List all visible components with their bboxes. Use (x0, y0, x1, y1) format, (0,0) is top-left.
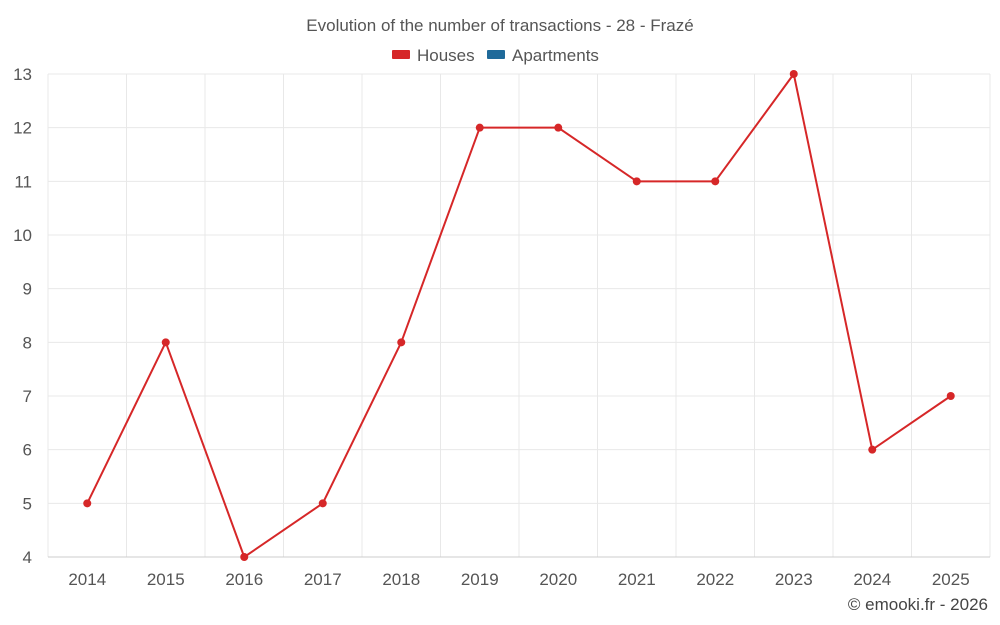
x-tick-label: 2022 (696, 570, 734, 589)
data-point-houses[interactable] (632, 177, 641, 186)
y-tick-label: 10 (13, 226, 32, 245)
x-tick-label: 2024 (853, 570, 891, 589)
y-tick-label: 11 (14, 172, 32, 191)
y-tick-label: 6 (23, 441, 32, 460)
data-point-houses[interactable] (397, 338, 406, 347)
data-point-houses[interactable] (789, 70, 798, 78)
legend: Houses Apartments (392, 46, 599, 65)
data-point-houses[interactable] (946, 392, 955, 400)
legend-label-apartments: Apartments (512, 46, 599, 65)
legend-label-houses: Houses (417, 46, 475, 65)
axes: 4 5 6 7 8 9 10 11 12 13 2014 2015 2016 2017 2018 2019 20… (13, 65, 990, 589)
grid (47, 73, 991, 558)
legend-swatch-apartments (487, 50, 505, 59)
data-point-houses[interactable] (83, 499, 92, 508)
x-tick-label: 2021 (618, 570, 656, 589)
y-tick-label: 4 (23, 548, 32, 567)
data-point-houses[interactable] (711, 177, 720, 186)
series-line-houses (86, 73, 952, 558)
data-point-houses[interactable] (318, 499, 327, 508)
data-point-houses[interactable] (868, 445, 877, 454)
y-tick-label: 7 (23, 387, 32, 406)
data-point-houses[interactable] (475, 123, 484, 132)
x-tick-label: 2020 (539, 570, 577, 589)
y-tick-label: 5 (23, 494, 32, 513)
x-tick-label: 2023 (775, 570, 813, 589)
legend-item-houses[interactable]: Houses (392, 46, 475, 65)
x-tick-label: 2025 (932, 570, 970, 589)
x-tick-label: 2019 (461, 570, 499, 589)
legend-swatch-houses (392, 50, 410, 59)
x-tick-label: 2016 (225, 570, 263, 589)
x-tick-label: 2018 (382, 570, 420, 589)
data-point-houses[interactable] (161, 338, 170, 347)
credit-text: © emooki.fr - 2026 (848, 595, 988, 614)
legend-item-apartments[interactable]: Apartments (487, 46, 599, 65)
x-tick-label: 2014 (68, 570, 106, 589)
y-tick-label: 12 (13, 119, 32, 138)
data-point-houses[interactable] (554, 123, 563, 132)
y-tick-label: 9 (23, 280, 32, 299)
y-tick-label: 13 (13, 65, 32, 84)
data-point-houses[interactable] (240, 553, 249, 561)
series-houses (83, 70, 955, 561)
x-tick-label: 2015 (147, 570, 185, 589)
x-tick-label: 2017 (304, 570, 342, 589)
chart-title: Evolution of the number of transactions … (306, 16, 693, 35)
y-tick-label: 8 (23, 333, 32, 352)
